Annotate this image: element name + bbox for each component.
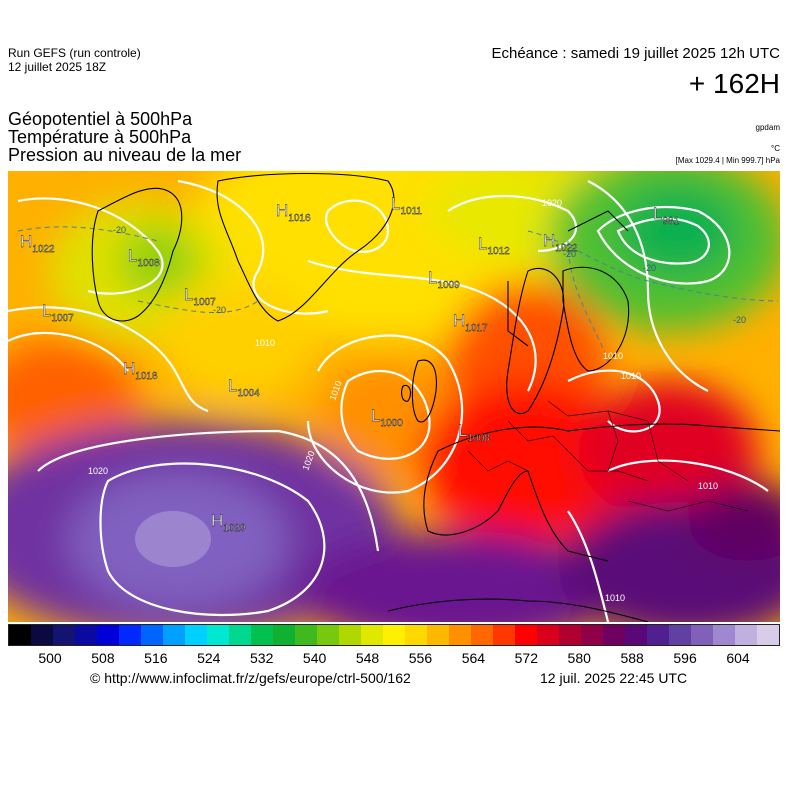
temperature-label: -20 [563, 249, 576, 259]
temperature-label: -20 [643, 263, 656, 273]
isobar-label: 1010 [255, 338, 275, 348]
isobar-label: 1010 [605, 593, 625, 603]
scale-swatch [757, 625, 779, 645]
run-name: Run GEFS (run controle) [8, 46, 141, 60]
scale-swatch [9, 625, 31, 645]
scale-tick-label: 508 [91, 650, 115, 666]
high-pressure-center: H1017 [453, 311, 488, 334]
temperature-label: -20 [733, 315, 746, 325]
scale-swatch [295, 625, 317, 645]
scale-swatch [581, 625, 603, 645]
title-geopotential: Géopotentiel à 500hPa [8, 109, 193, 129]
scale-tick-label: 572 [514, 650, 538, 666]
scale-swatch [53, 625, 75, 645]
scale-swatch [185, 625, 207, 645]
isobar-label: 1010 [698, 481, 718, 491]
source-url[interactable]: © http://www.infoclimat.fr/z/gefs/europe… [90, 670, 411, 686]
scale-swatch [669, 625, 691, 645]
scale-swatch [273, 625, 295, 645]
scale-swatch [493, 625, 515, 645]
scale-swatch [251, 625, 273, 645]
weather-map[interactable]: H1016L1011H1022L981H1022L1008L1007L1009L… [8, 171, 780, 622]
map-titles: Géopotentiel à 500hPa Température à 500h… [8, 110, 241, 164]
isobars [8, 179, 769, 622]
scale-swatch [75, 625, 97, 645]
temperature-label: -20 [213, 305, 226, 315]
scale-swatch [339, 625, 361, 645]
scale-tick-label: 596 [673, 650, 697, 666]
scale-swatch [427, 625, 449, 645]
scale-swatch [471, 625, 493, 645]
scale-tick-label: 604 [726, 650, 750, 666]
scale-swatch [515, 625, 537, 645]
scale-tick-label: 548 [355, 650, 380, 666]
isobar-label: 1020 [88, 466, 108, 476]
scale-swatch [207, 625, 229, 645]
title-temperature: Température à 500hPa [8, 127, 192, 147]
temperature-isotherms [17, 226, 779, 362]
run-date: 12 juillet 2025 18Z [8, 60, 107, 74]
title-pressure: Pression au niveau de la mer [8, 145, 242, 165]
isobar-label: 1010 [621, 371, 641, 381]
unit-geopotential: gpdam [755, 123, 780, 132]
isobar-label: 1010 [603, 351, 623, 361]
scale-tick-label: 540 [302, 650, 327, 666]
scale-tick-label: 500 [38, 650, 62, 666]
isobar-label: 1020 [542, 198, 562, 208]
scale-swatch [559, 625, 581, 645]
scale-swatch [229, 625, 251, 645]
run-info: Run GEFS (run controle) 12 juillet 2025 … [8, 46, 141, 74]
scale-swatch [625, 625, 647, 645]
coastlines [91, 172, 780, 622]
scale-swatch [97, 625, 119, 645]
scale-swatch [119, 625, 141, 645]
scale-ticks: 500 508 516 524 532 540 548 556 564 572 580 588 596 6… [8, 650, 780, 668]
scale-tick-label: 564 [461, 650, 486, 666]
scale-tick-label: 588 [620, 650, 644, 666]
generated-date: 12 juil. 2025 22:45 UTC [540, 670, 688, 686]
lead-time: + 162H [688, 68, 780, 99]
scale-swatch [383, 625, 405, 645]
scale-swatch [537, 625, 559, 645]
temperature-label: -20 [113, 225, 126, 235]
scale-swatch [31, 625, 53, 645]
scale-swatch [603, 625, 625, 645]
scale-swatch [141, 625, 163, 645]
temperature-field [8, 171, 780, 622]
scale-tick-label: 524 [197, 650, 221, 666]
scale-swatch [405, 625, 427, 645]
scale-tick-label: 516 [144, 650, 168, 666]
scale-swatch [317, 625, 339, 645]
valid-time: Echéance : samedi 19 juillet 2025 12h UT… [491, 45, 780, 62]
scale-swatch [713, 625, 735, 645]
temperature-labels: -20 -20 -20 -20 -20 [113, 225, 746, 325]
scale-swatch [647, 625, 669, 645]
color-scale [8, 624, 780, 646]
unit-temperature: °C [771, 144, 780, 153]
scale-swatch [449, 625, 471, 645]
scale-tick-label: 532 [250, 650, 274, 666]
unit-pressure: [Max 1029.4 | Min 999.7] hPa [675, 156, 780, 165]
scale-tick-label: 556 [408, 650, 433, 666]
borders [467, 400, 749, 512]
scale-tick-label: 580 [567, 650, 591, 666]
max-pressure-area [135, 511, 211, 567]
scale-swatch [691, 625, 713, 645]
scale-swatch [163, 625, 185, 645]
scale-swatch [361, 625, 383, 645]
scale-swatch [735, 625, 757, 645]
